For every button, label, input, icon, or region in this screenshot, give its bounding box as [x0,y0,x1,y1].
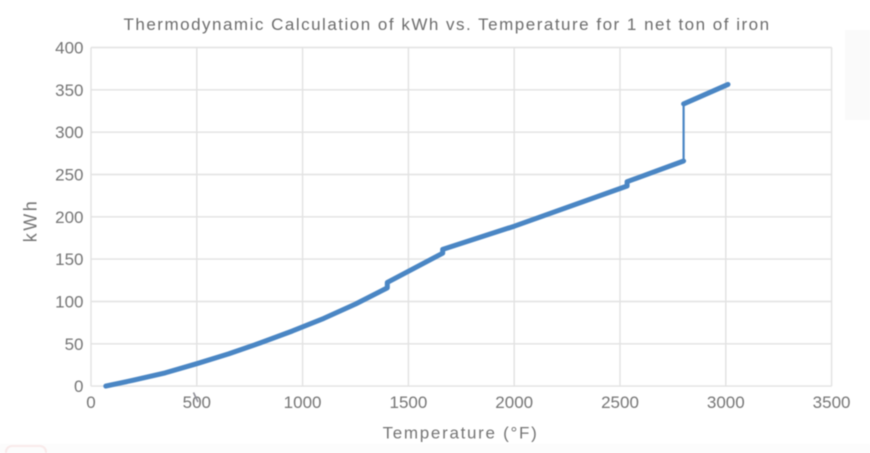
svg-text:0: 0 [86,393,95,412]
svg-text:50: 50 [65,335,84,354]
svg-text:150: 150 [55,250,83,269]
svg-text:0: 0 [74,377,83,396]
svg-text:400: 400 [55,39,83,58]
svg-text:2500: 2500 [601,393,639,412]
svg-text:3500: 3500 [813,393,851,412]
svg-text:2000: 2000 [495,393,533,412]
svg-text:100: 100 [55,293,83,312]
svg-text:500: 500 [183,393,211,412]
svg-text:3000: 3000 [707,393,745,412]
svg-text:1000: 1000 [284,393,322,412]
svg-text:200: 200 [55,208,83,227]
svg-text:1500: 1500 [389,393,427,412]
svg-text:Thermodynamic Calculation of k: Thermodynamic Calculation of kWh vs. Tem… [124,15,771,34]
svg-text:kWh: kWh [21,199,41,243]
svg-text:Temperature (°F): Temperature (°F) [383,424,539,443]
svg-text:300: 300 [55,123,83,142]
svg-text:350: 350 [55,81,83,100]
svg-text:250: 250 [55,166,83,185]
